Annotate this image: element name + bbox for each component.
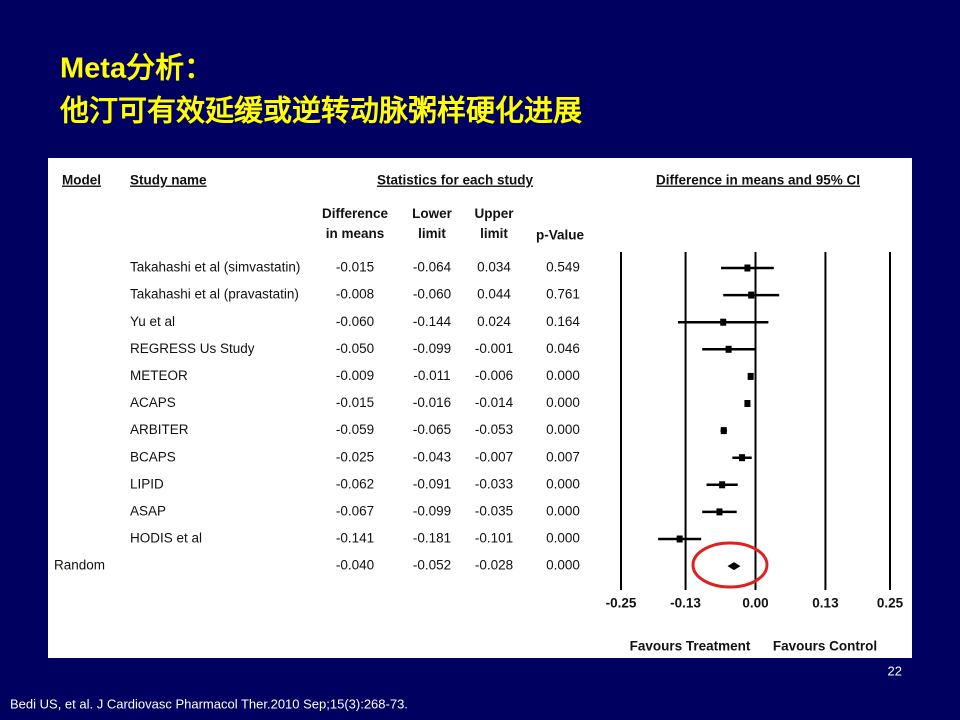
axis-label: Favours Control (773, 639, 877, 654)
stat-value: 0.034 (477, 260, 511, 275)
study-name: Takahashi et al (simvastatin) (130, 260, 300, 275)
stat-value: 0.044 (477, 287, 511, 302)
study-name: REGRESS Us Study (130, 341, 255, 356)
study-name: HODIS et al (130, 531, 202, 546)
stat-value: -0.099 (413, 503, 451, 518)
point-estimate (720, 318, 727, 326)
point-estimate (719, 481, 726, 489)
study-name: ASAP (130, 503, 166, 518)
stat-value: -0.011 (413, 368, 450, 383)
p-value: 0.046 (546, 341, 580, 356)
p-value: 0.007 (546, 449, 580, 464)
stat-value: -0.035 (475, 503, 513, 518)
point-estimate (744, 400, 751, 407)
pooled-diamond (727, 562, 741, 571)
column-header-text: Upper limit (474, 206, 514, 241)
column-header: p-Value (536, 228, 585, 243)
point-estimate (720, 427, 727, 435)
slide-title: Meta分析： (60, 52, 213, 85)
stat-value: -0.062 (336, 476, 374, 491)
stat-value: -0.064 (413, 260, 452, 275)
column-header: Model (62, 173, 101, 188)
stat-value: -0.060 (336, 314, 374, 329)
study-name: Yu et al (130, 314, 175, 329)
stat-value: -0.033 (475, 476, 513, 491)
p-value: 0.000 (546, 558, 580, 573)
stat-value: -0.043 (413, 449, 451, 464)
column-header: Difference in means (321, 206, 389, 241)
column-header: Study name (130, 173, 207, 188)
p-value: 0.000 (546, 422, 580, 437)
stat-value: -0.007 (475, 449, 513, 464)
stat-value: -0.065 (413, 422, 451, 437)
stat-value: -0.181 (413, 531, 451, 546)
stat-value: -0.050 (336, 341, 374, 356)
slide-title: 他汀可有效延缓或逆转动脉粥样硬化进展 (59, 94, 582, 128)
stat-value: -0.025 (336, 449, 374, 464)
stat-value: -0.141 (336, 531, 374, 546)
column-header: Statistics for each study (377, 173, 534, 188)
stat-value: -0.006 (475, 368, 513, 383)
highlight-circle (691, 541, 769, 589)
forest-plot: Model Study name Statistics for each study… (54, 173, 904, 654)
x-tick-label: -0.13 (670, 596, 701, 611)
stat-value: -0.053 (475, 422, 513, 437)
p-value: 0.000 (546, 476, 580, 491)
stat-value: -0.144 (413, 314, 452, 329)
stat-value: 0.024 (477, 314, 511, 329)
study-name: BCAPS (130, 449, 176, 464)
point-estimate (716, 508, 723, 516)
p-value: 0.000 (546, 503, 580, 518)
study-name: METEOR (130, 368, 188, 383)
p-value: 0.549 (546, 260, 580, 275)
stat-value: -0.101 (475, 531, 513, 546)
stat-value: -0.091 (413, 476, 451, 491)
p-value: 0.164 (546, 314, 580, 329)
model-name: Random (54, 558, 105, 573)
stat-value: -0.028 (475, 558, 513, 573)
column-header: Lower limit (412, 206, 452, 241)
stat-value: -0.099 (413, 341, 451, 356)
x-tick-label: 0.25 (877, 596, 904, 611)
x-tick-label: -0.25 (606, 596, 637, 611)
point-estimate (676, 535, 683, 543)
column-header: Upper limit (474, 206, 514, 241)
study-name: ARBITER (130, 422, 189, 437)
point-estimate (748, 291, 755, 299)
point-estimate (747, 372, 754, 380)
stat-value: -0.016 (413, 395, 451, 410)
stat-value: -0.001 (475, 341, 513, 356)
stat-value: -0.052 (413, 558, 451, 573)
study-name: ACAPS (130, 395, 176, 410)
stat-value: -0.009 (336, 368, 374, 383)
column-header-text: Lower limit (412, 206, 452, 241)
p-value: 0.000 (546, 368, 580, 383)
stat-value: -0.067 (336, 503, 374, 518)
column-header-text: Difference in means (321, 206, 389, 241)
x-tick-label: 0.00 (742, 596, 768, 611)
p-value: 0.000 (546, 395, 580, 410)
chart-panel (48, 158, 912, 658)
column-header: Difference in means and 95% CI (656, 173, 860, 188)
page-number: 22 (888, 663, 902, 678)
citation: Bedi US, et al. J Cardiovasc Pharmacol T… (10, 696, 408, 711)
stat-value: -0.059 (336, 422, 374, 437)
stat-value: -0.008 (336, 287, 374, 302)
p-value: 0.761 (546, 287, 580, 302)
x-tick-label: 0.13 (812, 596, 839, 611)
stat-value: -0.015 (336, 260, 374, 275)
p-value: 0.000 (546, 531, 580, 546)
point-estimate (739, 454, 746, 462)
stat-value: -0.040 (336, 558, 374, 573)
stat-value: -0.060 (413, 287, 451, 302)
point-estimate (725, 345, 732, 353)
study-name: Takahashi et al (pravastatin) (130, 287, 299, 302)
study-name: LIPID (130, 476, 164, 491)
stat-value: -0.015 (336, 395, 374, 410)
stat-value: -0.014 (475, 395, 514, 410)
axis-label: Favours Treatment (630, 639, 751, 654)
point-estimate (744, 264, 751, 272)
